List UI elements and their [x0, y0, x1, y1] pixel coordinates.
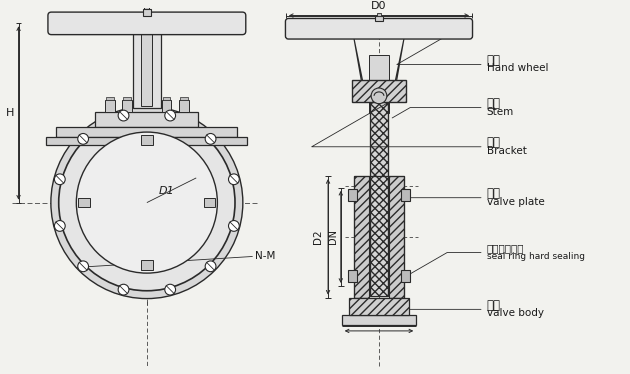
Text: 阀杆: 阀杆 — [487, 97, 501, 110]
Bar — [377, 13, 381, 16]
Bar — [123, 97, 131, 100]
Bar — [161, 100, 171, 111]
Text: D1: D1 — [159, 186, 175, 196]
Bar — [144, 5, 149, 9]
Circle shape — [371, 88, 387, 104]
Bar — [369, 55, 389, 113]
Text: valve plate: valve plate — [487, 197, 544, 206]
Bar — [143, 9, 151, 16]
Text: seal ring hard sealing: seal ring hard sealing — [487, 252, 585, 261]
Bar — [401, 189, 410, 200]
Bar — [56, 127, 238, 137]
FancyBboxPatch shape — [48, 12, 246, 35]
Bar — [133, 31, 161, 108]
Bar — [348, 298, 410, 315]
Bar — [47, 137, 247, 145]
Polygon shape — [353, 36, 364, 92]
Circle shape — [229, 221, 239, 231]
Bar — [348, 189, 357, 200]
Circle shape — [59, 114, 235, 291]
Text: 支架: 支架 — [487, 137, 501, 149]
Text: Bracket: Bracket — [487, 146, 527, 156]
Bar — [105, 100, 115, 111]
Bar — [341, 315, 416, 325]
Text: valve body: valve body — [487, 308, 544, 318]
Text: 手轮: 手轮 — [487, 54, 501, 67]
Circle shape — [118, 284, 129, 295]
Text: D0: D0 — [371, 1, 387, 10]
Text: D2: D2 — [313, 230, 323, 244]
Text: Stem: Stem — [487, 107, 514, 117]
Bar — [353, 176, 369, 298]
Circle shape — [54, 221, 66, 231]
Bar — [401, 270, 410, 282]
Text: H: H — [6, 108, 14, 118]
Bar — [141, 135, 152, 145]
Bar — [352, 80, 406, 102]
Text: N-M: N-M — [255, 251, 275, 261]
Bar — [142, 31, 152, 105]
Bar — [389, 176, 404, 298]
Text: 密封圈硬密封: 密封圈硬密封 — [487, 243, 524, 254]
Text: 阀板: 阀板 — [487, 187, 501, 200]
Circle shape — [165, 284, 176, 295]
Text: DN: DN — [328, 229, 338, 244]
Bar — [370, 102, 388, 295]
Text: Hand wheel: Hand wheel — [487, 64, 548, 73]
Circle shape — [205, 134, 216, 144]
Polygon shape — [394, 36, 404, 92]
Bar — [375, 16, 383, 21]
Bar — [203, 198, 215, 208]
Bar — [106, 97, 113, 100]
Bar — [122, 100, 132, 111]
Bar — [163, 97, 170, 100]
Bar — [179, 100, 189, 111]
Bar — [348, 270, 357, 282]
Bar — [95, 111, 198, 127]
Bar — [141, 260, 152, 270]
Circle shape — [76, 132, 217, 273]
Circle shape — [77, 261, 89, 272]
Circle shape — [165, 110, 176, 121]
Circle shape — [229, 174, 239, 185]
FancyBboxPatch shape — [285, 18, 472, 39]
Circle shape — [118, 110, 129, 121]
Text: 阀体: 阀体 — [487, 299, 501, 312]
Bar — [180, 97, 188, 100]
Bar — [78, 198, 90, 208]
Circle shape — [77, 134, 89, 144]
Circle shape — [205, 261, 216, 272]
Circle shape — [54, 174, 66, 185]
Circle shape — [51, 107, 243, 298]
